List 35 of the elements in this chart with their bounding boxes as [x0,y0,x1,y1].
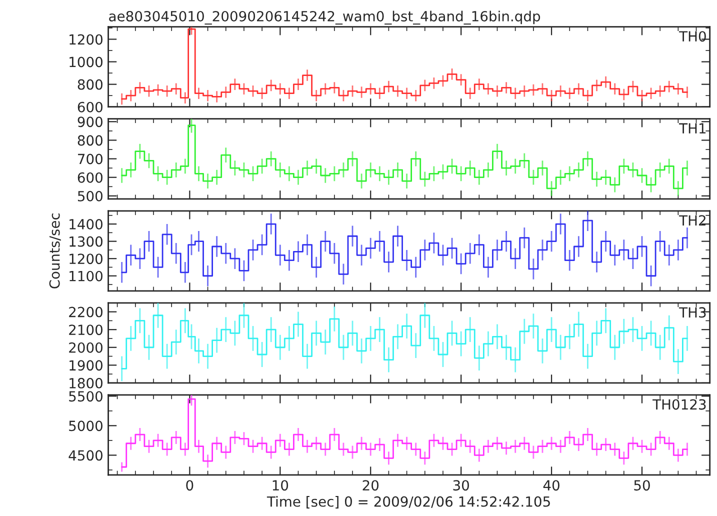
y-tick-label: 1200 [70,254,102,264]
y-tick-label: 600 [78,102,102,112]
annotation: TH2 [679,215,706,226]
annotation: TH1 [679,123,706,134]
y-tick-label: 800 [78,135,102,146]
y-tick-label: 2100 [69,324,102,336]
y-tick-label: 2200 [69,306,102,318]
x-axis-title: Time [sec] 0 = 2009/02/06 14:52:42.105 [266,496,550,508]
y-tick-label: 5000 [69,420,102,432]
y-tick-label: 1300 [70,236,102,247]
chart-title: ae803045010_20090206145242_wam0_bst_4band_16bin.qdp [109,10,540,25]
x-tick-label: 20 [362,480,379,491]
annotation: TH3 [679,307,706,318]
y-tick-label: 2000 [69,342,102,353]
y-tick-label: 1400 [70,218,102,230]
y-axis-title: Counts/sec [49,213,61,288]
annotation: TH0123 [652,399,706,410]
y-tick-label: 1800 [70,378,102,388]
y-tick-label: 900 [78,116,102,128]
x-tick-label: 0 [186,480,194,491]
y-tick-label: 800 [78,79,102,90]
y-tick-label: 700 [78,154,102,164]
annotation: TH0 [679,31,706,42]
y-tick-label: 1100 [70,270,102,282]
y-tick-label: 5500 [69,391,102,402]
y-tick-label: 1900 [70,360,102,371]
y-tick-label: 4500 [68,450,102,461]
y-tick-label: 1200 [70,34,102,45]
x-tick-label: 30 [453,480,469,491]
x-tick-label: 50 [634,480,650,491]
y-tick-label: 500 [78,190,102,202]
y-tick-label: 1000 [70,56,102,68]
y-tick-label: 600 [78,172,102,183]
x-tick-label: 40 [543,480,560,491]
x-tick-label: 10 [272,480,288,491]
